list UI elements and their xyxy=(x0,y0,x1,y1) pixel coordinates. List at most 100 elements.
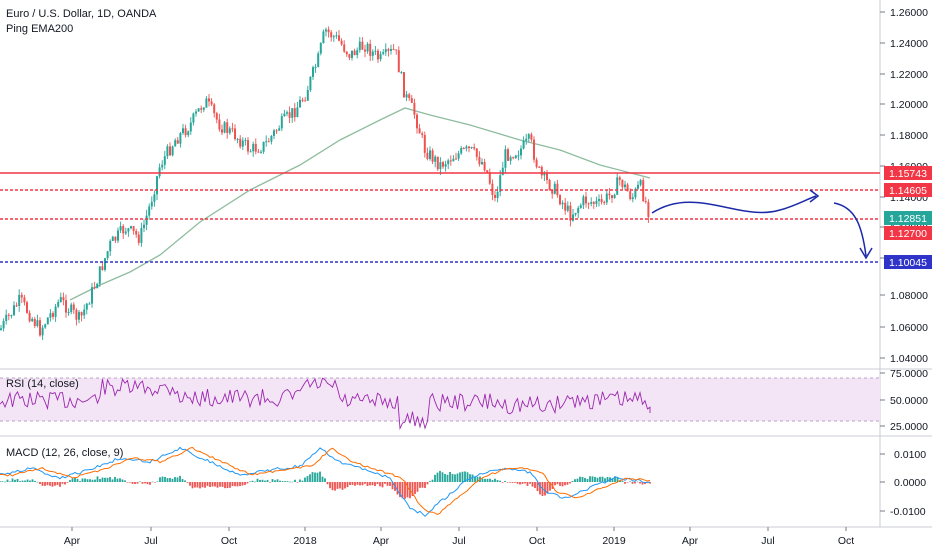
price-tag: 1.15743 xyxy=(884,166,932,180)
candle xyxy=(371,49,374,61)
candle-body xyxy=(49,313,52,318)
macd-bar xyxy=(256,478,259,482)
projection-down-curve[interactable] xyxy=(833,202,867,257)
macd-bar xyxy=(269,482,271,483)
candle xyxy=(455,152,457,160)
candle-body xyxy=(377,50,379,60)
macd-bar xyxy=(356,482,359,485)
macd-bar xyxy=(446,474,449,482)
candle-body xyxy=(431,150,434,162)
candle-body xyxy=(13,305,15,316)
candle xyxy=(478,151,481,167)
candle-body xyxy=(608,193,611,196)
candle xyxy=(353,48,356,56)
macd-bar xyxy=(369,482,371,486)
candle-body xyxy=(496,191,499,198)
candle-body xyxy=(153,194,156,202)
candle-body xyxy=(551,189,554,194)
candle xyxy=(587,202,590,210)
candle-body xyxy=(397,50,400,73)
horizontal-levels[interactable] xyxy=(0,172,880,263)
candle-body xyxy=(314,66,317,68)
candle xyxy=(325,27,327,37)
candle xyxy=(504,145,507,174)
candle xyxy=(621,179,624,190)
macd-bar xyxy=(361,482,364,486)
macd-bar xyxy=(451,473,454,482)
candle xyxy=(257,148,260,153)
candle xyxy=(447,158,450,169)
arrowhead-down-icon xyxy=(859,247,873,260)
rsi-pane[interactable]: RSI (14, close) xyxy=(0,377,880,431)
candle xyxy=(322,29,325,44)
macd-bar xyxy=(51,482,54,487)
candle-body xyxy=(548,179,551,190)
projection-arrows[interactable] xyxy=(651,189,873,260)
candle xyxy=(481,158,483,166)
macd-bar xyxy=(414,482,416,495)
candle-body xyxy=(546,172,548,180)
candle-body xyxy=(486,170,489,173)
candle-body xyxy=(280,116,283,129)
candle xyxy=(36,314,39,328)
candle xyxy=(624,180,626,191)
candle-body xyxy=(31,318,34,322)
candle xyxy=(13,301,15,317)
macd-label[interactable]: MACD (12, 26, close, 9) xyxy=(6,447,123,459)
macd-bar xyxy=(389,482,391,486)
candle-body xyxy=(429,150,431,159)
macd-bar xyxy=(581,476,584,482)
candle-body xyxy=(468,146,470,149)
macd-bar xyxy=(4,481,6,483)
candle xyxy=(452,155,455,162)
macd-bar xyxy=(391,482,394,490)
symbol-title[interactable]: Euro / U.S. Dollar, 1D, OANDA xyxy=(6,8,157,20)
rsi-label[interactable]: RSI (14, close) xyxy=(6,378,79,390)
macd-bar xyxy=(621,481,624,482)
candle xyxy=(460,145,463,155)
price-pane[interactable]: Euro / U.S. Dollar, 1D, OANDA Ping EMA20… xyxy=(0,8,880,340)
candle-body xyxy=(494,194,496,198)
macd-bar xyxy=(209,482,211,487)
candle xyxy=(192,112,195,126)
candle-body xyxy=(416,114,418,129)
macd-bar xyxy=(439,470,441,482)
macd-bar xyxy=(436,472,439,482)
projection-curve[interactable] xyxy=(651,195,817,214)
candle xyxy=(507,147,509,162)
macd-bar xyxy=(169,477,171,482)
candle xyxy=(15,302,18,308)
candle-body xyxy=(514,155,517,159)
candle xyxy=(525,133,528,145)
candle-body xyxy=(600,199,603,203)
candle xyxy=(179,131,182,148)
macd-bar xyxy=(496,480,499,482)
candle-body xyxy=(28,312,31,322)
macd-pane[interactable]: MACD (12, 26, close, 9) xyxy=(0,446,651,517)
macd-bar xyxy=(29,480,31,482)
candle xyxy=(340,38,343,46)
candle-body xyxy=(10,315,13,317)
macd-bar xyxy=(594,476,596,482)
candle xyxy=(548,178,551,191)
price-tick-label: 1.04000 xyxy=(890,353,928,365)
macd-bar xyxy=(624,482,626,484)
candle xyxy=(488,168,491,185)
time-tick-label: 2018 xyxy=(293,535,317,547)
macd-bar xyxy=(219,482,221,487)
candle xyxy=(140,222,143,247)
macd-bar xyxy=(289,481,291,483)
macd-bar xyxy=(476,476,479,482)
candle xyxy=(288,106,291,124)
time-axis[interactable]: Apr Jul Oct 2018 Apr Jul Oct 2019 Apr Jul Oct xyxy=(64,527,854,547)
candle xyxy=(538,166,541,169)
macd-bar xyxy=(626,482,629,483)
candle xyxy=(379,51,382,62)
candle-body xyxy=(265,141,268,143)
candle xyxy=(182,123,184,135)
candle-body xyxy=(384,49,387,53)
candle-body xyxy=(530,134,533,140)
indicator-label[interactable]: Ping EMA200 xyxy=(6,23,73,35)
candle-body xyxy=(345,51,348,55)
